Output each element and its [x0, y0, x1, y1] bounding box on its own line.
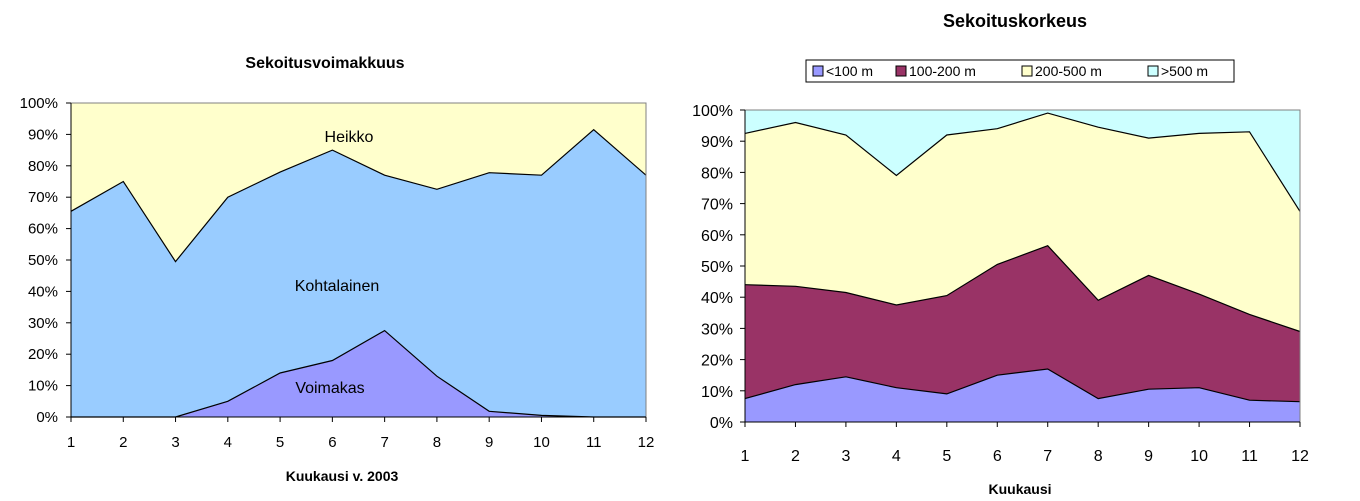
right-area-3 [745, 110, 1300, 212]
right-x-tick-label: 5 [942, 448, 951, 465]
legend-swatch-100-200 [895, 65, 907, 77]
right-x-tick-label: 12 [1291, 448, 1309, 465]
legend-swatch-lt100 [812, 65, 824, 77]
right-x-tick-label: 1 [741, 448, 750, 465]
left-x-tick-label: 2 [119, 434, 127, 451]
left-series-label-heikko: Heikko [325, 129, 374, 146]
left-x-tick-label: 9 [485, 434, 493, 451]
left-y-tick-label: 50% [28, 252, 58, 269]
right-x-tick-label: 6 [993, 448, 1002, 465]
right-x-axis-label: Kuukausi [988, 481, 1051, 497]
legend-swatch-200-500 [1021, 65, 1033, 77]
right-legend: <100 m 100-200 m 200-500 m >500 m [805, 59, 1235, 83]
right-area-1 [745, 245, 1300, 402]
legend-label-200-500: 200-500 m [1035, 63, 1102, 79]
left-series-label-kohtalainen: Kohtalainen [295, 278, 380, 295]
left-y-tick-label: 100% [20, 95, 58, 112]
right-y-tick-label: 60% [701, 228, 733, 245]
left-x-tick-label: 10 [533, 434, 550, 451]
left-x-tick-label: 5 [276, 434, 284, 451]
right-x-tick-label: 10 [1190, 448, 1208, 465]
right-y-tick-label: 100% [692, 103, 733, 120]
left-area-2 [71, 103, 646, 262]
right-y-tick-label: 10% [701, 384, 733, 401]
left-y-tick-label: 0% [36, 409, 58, 426]
right-x-tick-label: 3 [841, 448, 850, 465]
left-plot-area: 0%10%20%30%40%50%60%70%80%90%100%1 2 3 4 5 6 7… [20, 95, 655, 451]
left-x-tick-label: 12 [638, 434, 655, 451]
left-chart-title: Sekoitusvoimakkuus [245, 55, 404, 72]
legend-swatch-gt500 [1147, 65, 1159, 77]
left-chart: Sekoitusvoimakkuus 0% 10% 20% 30% 40% 50% 60% 7… [20, 55, 655, 484]
right-x-tick-label: 2 [791, 448, 800, 465]
legend-label-lt100: <100 m [826, 63, 873, 79]
left-x-tick-label: 11 [586, 434, 602, 451]
left-area-1 [71, 129, 646, 417]
legend-frame [805, 59, 1235, 83]
right-y-tick-label: 70% [701, 197, 733, 214]
right-y-tick-label: 40% [701, 290, 733, 307]
left-area-0 [71, 330, 646, 417]
left-y-tick-label: 90% [28, 126, 58, 143]
left-y-tick-label: 60% [28, 221, 58, 238]
right-y-tick-label: 80% [701, 165, 733, 182]
left-series-line-1 [70, 128, 647, 263]
right-y-tick-label: 90% [701, 134, 733, 151]
right-y-tick-label: 0% [710, 415, 733, 432]
right-area-0 [745, 369, 1300, 422]
right-x-tick-label: 7 [1043, 448, 1052, 465]
left-x-tick-label: 8 [433, 434, 441, 451]
right-y-tick-label: 20% [701, 353, 733, 370]
right-x-tick-label: 4 [892, 448, 901, 465]
right-series-line-0 [744, 368, 1301, 403]
right-series-line-2 [744, 112, 1301, 212]
right-y-tick-label: 30% [701, 321, 733, 338]
legend-label-gt500: >500 m [1161, 63, 1208, 79]
right-x-tick-label: 11 [1241, 448, 1258, 465]
left-series-label-voimakas: Voimakas [295, 380, 364, 397]
left-x-tick-label: 4 [224, 434, 232, 451]
legend-label-100-200: 100-200 m [909, 63, 976, 79]
right-series-line-1 [744, 244, 1301, 333]
left-x-axis-label: Kuukausi v. 2003 [286, 468, 399, 484]
left-y-tick-label: 20% [28, 346, 58, 363]
left-y-tick-label: 40% [28, 283, 58, 300]
left-x-tick-label: 7 [380, 434, 388, 451]
right-x-tick-label: 9 [1144, 448, 1153, 465]
right-area-2 [745, 113, 1300, 332]
left-x-tick-label: 6 [328, 434, 336, 451]
right-chart: Sekoituskorkeus <100 m 100-200 m 200-500… [692, 11, 1309, 497]
left-x-tick-label: 1 [67, 434, 75, 451]
left-x-tick-label: 3 [171, 434, 179, 451]
right-plot-area: 0%10%20%30%40%50%60%70%80%90%100%1 2 3 4 5 6 7… [692, 103, 1309, 465]
left-y-tick-label: 30% [28, 315, 58, 332]
right-chart-title: Sekoituskorkeus [943, 11, 1087, 31]
right-y-tick-label: 50% [701, 259, 733, 276]
right-x-tick-label: 8 [1094, 448, 1103, 465]
left-y-tick-label: 70% [28, 189, 58, 206]
left-y-tick-label: 10% [28, 378, 58, 395]
left-y-tick-label: 80% [28, 158, 58, 175]
